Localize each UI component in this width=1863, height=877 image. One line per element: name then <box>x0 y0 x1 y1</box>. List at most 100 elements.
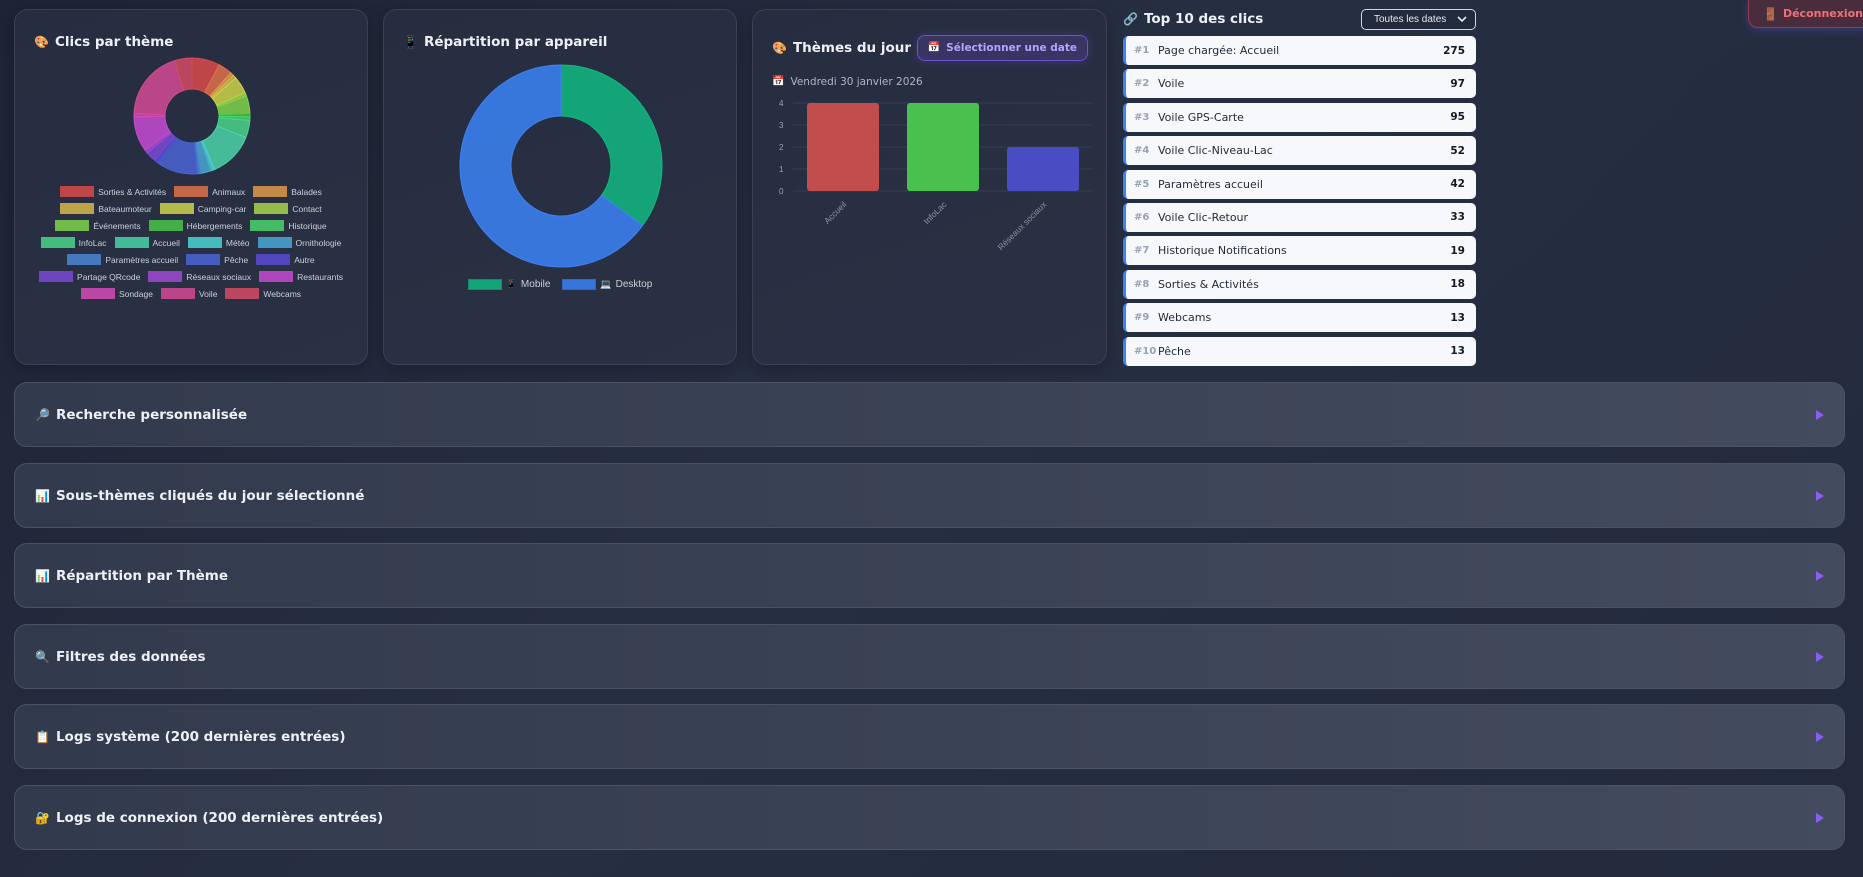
section-title: Répartition par Thème <box>55 567 229 584</box>
top10-row[interactable]: #3 Voile GPS-Carte 95 <box>1123 102 1476 132</box>
device-card: 📱 Répartition par appareil 📱 Mobile 💻 De… <box>383 9 737 365</box>
donut-slice[interactable] <box>173 57 193 91</box>
legend-item[interactable]: Voile <box>160 287 217 300</box>
collapsible-section[interactable]: 📋 Logs système (200 dernières entrées) <box>14 704 1845 769</box>
legend-item[interactable]: Balades <box>253 185 322 198</box>
top10-rank: #5 <box>1134 178 1150 190</box>
themes-donut-chart[interactable] <box>132 56 252 176</box>
expand-arrow-icon[interactable] <box>1816 409 1824 420</box>
expand-arrow-icon[interactable] <box>1816 651 1824 662</box>
top10-label: Historique Notifications <box>1158 244 1287 258</box>
top10-label: Voile GPS-Carte <box>1158 110 1244 124</box>
top10-row[interactable]: #5 Paramètres accueil 42 <box>1123 169 1476 199</box>
legend-item-desktop[interactable]: 💻 Desktop <box>562 278 652 291</box>
bar-chart-icon: 📊 <box>35 488 50 503</box>
top10-rank: #6 <box>1134 211 1150 223</box>
calendar-icon: 📅 <box>927 42 941 53</box>
legend-item[interactable]: Pêche <box>186 253 248 266</box>
top10-count: 19 <box>1450 244 1465 257</box>
top10-row[interactable]: #6 Voile Clic-Retour 33 <box>1123 202 1476 232</box>
themes-card-title: 🎨 Clics par thème <box>34 34 174 50</box>
expand-arrow-icon[interactable] <box>1816 812 1824 823</box>
donut-slice[interactable] <box>133 60 185 116</box>
legend-item[interactable]: Sondage <box>80 287 153 300</box>
date-filter-select[interactable]: Toutes les dates <box>1361 8 1476 30</box>
legend-item[interactable]: Événements <box>55 219 141 232</box>
device-card-title: 📱 Répartition par appareil <box>403 34 608 50</box>
section-title: Recherche personnalisée <box>55 406 248 423</box>
section-title: Filtres des données <box>55 648 206 665</box>
legend-item[interactable]: Historique <box>250 219 327 232</box>
palette-icon: 🎨 <box>772 41 787 55</box>
day-card-title: 🎨 Thèmes du jour <box>772 40 912 56</box>
legend-item[interactable]: Sorties & Activités <box>60 185 166 198</box>
donut-slice[interactable] <box>459 64 644 268</box>
legend-item[interactable]: Partage QRcode <box>39 270 140 283</box>
top10-rank: #3 <box>1134 111 1150 123</box>
legend-item[interactable]: Hébergements <box>148 219 242 232</box>
mobile-phone-icon: 📱 <box>505 279 517 289</box>
clipboard-icon: 📋 <box>35 729 50 744</box>
bar[interactable] <box>807 103 879 191</box>
collapsible-section[interactable]: 🔍 Filtres des données <box>14 624 1845 689</box>
y-tick-label: 3 <box>779 121 784 130</box>
legend-item[interactable]: Ornithologie <box>257 236 341 249</box>
legend-item[interactable]: Contact <box>254 202 322 215</box>
expand-arrow-icon[interactable] <box>1816 570 1824 581</box>
top10-rank: #1 <box>1134 45 1150 56</box>
magnifier-icon: 🔍 <box>35 649 50 664</box>
legend-item[interactable]: Bateaumoteur <box>60 202 152 215</box>
legend-item[interactable]: Paramètres accueil <box>67 253 178 266</box>
top10-count: 95 <box>1450 111 1465 124</box>
top10-count: 13 <box>1450 345 1465 358</box>
expand-arrow-icon[interactable] <box>1816 490 1824 501</box>
legend-item[interactable]: Webcams <box>225 287 301 300</box>
legend-item[interactable]: Accueil <box>114 236 180 249</box>
logout-button[interactable]: 🚪 Déconnexion <box>1748 0 1863 28</box>
top10-row[interactable]: #4 Voile Clic-Niveau-Lac 52 <box>1123 136 1476 166</box>
bar[interactable] <box>1007 147 1079 191</box>
top10-row[interactable]: #1 Page chargée: Accueil 275 <box>1123 36 1476 65</box>
collapsible-section[interactable]: 📊 Répartition par Thème <box>14 543 1845 608</box>
expand-arrow-icon[interactable] <box>1816 731 1824 742</box>
day-bar-chart[interactable]: 0 1 2 3 4 Accueil InfoLac Réseaux sociaux <box>767 94 1097 264</box>
legend-item[interactable]: Météo <box>187 236 250 249</box>
top10-count: 33 <box>1450 211 1465 224</box>
legend-item[interactable]: Réseaux sociaux <box>148 270 251 283</box>
top10-list: #1 Page chargée: Accueil 275 #2 Voile 97 #3 Voi… <box>1123 36 1476 366</box>
laptop-icon: 💻 <box>600 279 612 289</box>
collapsible-section[interactable]: 🔐 Logs de connexion (200 dernières entrée… <box>14 785 1845 850</box>
legend-item-mobile[interactable]: 📱 Mobile <box>467 278 550 291</box>
top10-row[interactable]: #8 Sorties & Activités 18 <box>1123 269 1476 299</box>
device-donut-chart[interactable] <box>458 63 664 269</box>
donut-slice[interactable] <box>560 64 663 227</box>
top10-label: Voile Clic-Niveau-Lac <box>1158 144 1273 158</box>
legend-item[interactable]: Camping-car <box>159 202 246 215</box>
selected-date: 📅 Vendredi 30 janvier 2026 <box>772 76 923 88</box>
legend-item[interactable]: Restaurants <box>259 270 343 283</box>
top10-count: 275 <box>1443 44 1465 57</box>
top10-rank: #2 <box>1134 78 1150 90</box>
top10-row[interactable]: #9 Webcams 13 <box>1123 303 1476 333</box>
legend-item[interactable]: Autre <box>256 253 315 266</box>
top10-count: 13 <box>1450 311 1465 324</box>
x-tick-label: Accueil <box>822 199 849 226</box>
bar[interactable] <box>907 103 979 191</box>
chevron-down-icon <box>1457 16 1467 22</box>
calendar-icon: 📅 <box>772 76 785 87</box>
collapsible-section[interactable]: 📊 Sous-thèmes cliqués du jour sélectionné <box>14 463 1845 528</box>
top10-label: Paramètres accueil <box>1158 177 1263 191</box>
collapsible-section[interactable]: 🔎 Recherche personnalisée <box>14 382 1845 447</box>
device-legend: 📱 Mobile 💻 Desktop <box>384 278 736 291</box>
legend-item[interactable]: InfoLac <box>40 236 107 249</box>
top10-row[interactable]: #10 Pêche 13 <box>1123 336 1476 366</box>
top10-rank: #10 <box>1134 345 1157 357</box>
top10-row[interactable]: #2 Voile 97 <box>1123 69 1476 99</box>
section-title: Sous-thèmes cliqués du jour sélectionné <box>55 487 365 504</box>
top10-count: 18 <box>1450 278 1465 291</box>
legend-item[interactable]: Animaux <box>174 185 245 198</box>
top10-row[interactable]: #7 Historique Notifications 19 <box>1123 236 1476 266</box>
select-date-button[interactable]: 📅 Sélectionner une date <box>916 35 1088 61</box>
top10-label: Sorties & Activités <box>1158 277 1259 291</box>
top10-count: 42 <box>1450 178 1465 191</box>
